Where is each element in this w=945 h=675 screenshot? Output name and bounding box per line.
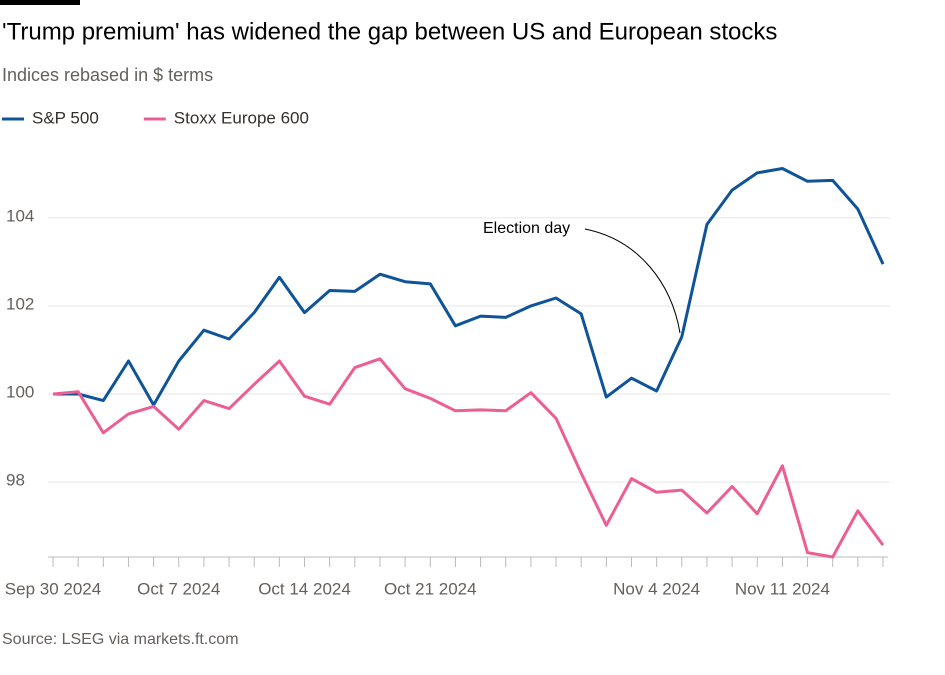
x-tick-label: Sep 30 2024 bbox=[5, 579, 101, 598]
legend-label: Stoxx Europe 600 bbox=[174, 108, 309, 127]
y-tick-label: 102 bbox=[6, 294, 34, 313]
source: Source: LSEG via markets.ft.com bbox=[2, 631, 239, 648]
x-tick-label: Oct 21 2024 bbox=[384, 579, 477, 598]
chart-title: 'Trump premium' has widened the gap betw… bbox=[2, 18, 777, 45]
x-tick-label: Nov 11 2024 bbox=[735, 579, 830, 598]
y-tick-label: 98 bbox=[6, 471, 25, 490]
annotation-arrow bbox=[584, 228, 681, 334]
x-tick-label: Nov 4 2024 bbox=[613, 579, 700, 598]
y-tick-label: 100 bbox=[6, 383, 34, 402]
series-line bbox=[53, 167, 885, 407]
series-line bbox=[52, 357, 885, 559]
chart-subtitle: Indices rebased in $ terms bbox=[2, 65, 213, 85]
x-tick-label: Oct 14 2024 bbox=[258, 579, 351, 598]
y-tick-label: 104 bbox=[6, 206, 34, 225]
annotation: Election day bbox=[483, 220, 570, 237]
brand-bar bbox=[0, 0, 80, 5]
legend-label: S&P 500 bbox=[32, 108, 99, 127]
x-tick-label: Oct 7 2024 bbox=[137, 579, 220, 598]
